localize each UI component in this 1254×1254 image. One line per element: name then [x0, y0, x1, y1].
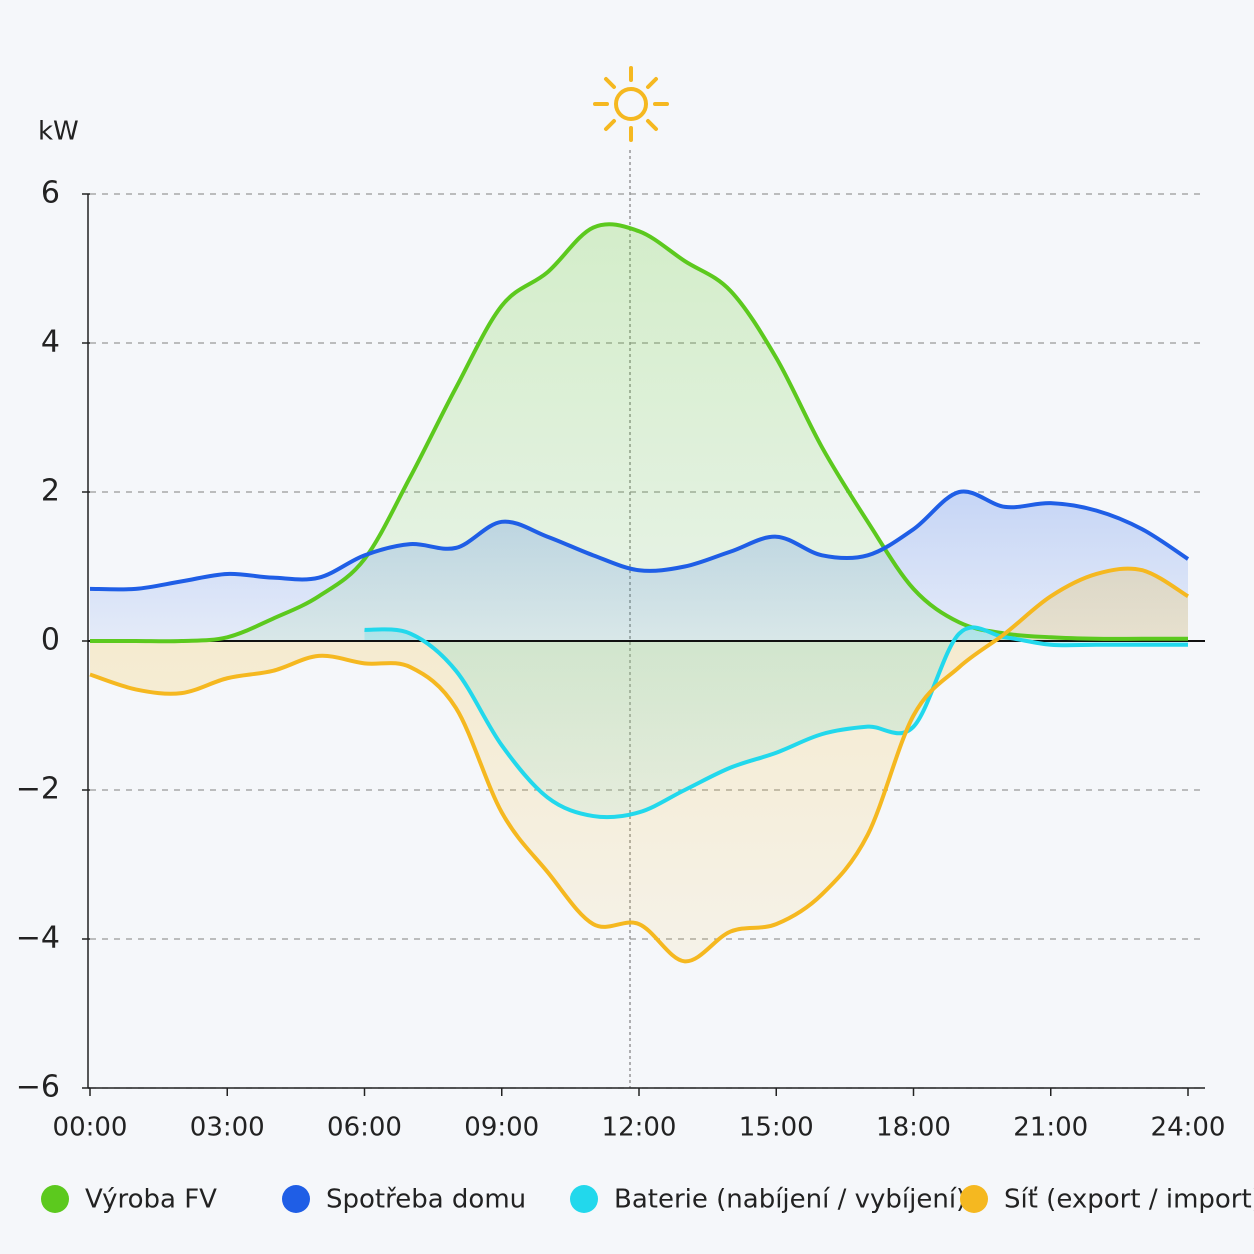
x-tick-label: 15:00: [739, 1113, 814, 1143]
x-tick-label: 12:00: [602, 1113, 677, 1143]
x-tick-label: 21:00: [1013, 1113, 1088, 1143]
area-fill: [90, 491, 1188, 641]
y-tick-label: 6: [41, 176, 60, 211]
x-tick-label: 09:00: [464, 1113, 539, 1143]
y-tick-label: 0: [41, 623, 60, 658]
x-tick-label: 03:00: [190, 1113, 265, 1143]
legend-label: Spotřeba domu: [326, 1185, 526, 1215]
y-tick-label: −6: [16, 1070, 60, 1105]
x-tick-label: 00:00: [53, 1113, 128, 1143]
x-tick-label: 24:00: [1151, 1113, 1226, 1143]
legend-label: Baterie (nabíjení / vybíjení): [614, 1185, 966, 1215]
series-line: [364, 625, 1188, 820]
x-tick-label: 06:00: [327, 1113, 402, 1143]
series-line: [89, 489, 1190, 592]
legend-marker: [41, 1185, 69, 1213]
area-fill: [90, 568, 1188, 962]
series-line: [90, 222, 1188, 644]
area-fill: [90, 224, 1188, 642]
y-unit: kW: [38, 117, 79, 147]
legend-marker: [570, 1185, 598, 1213]
legend-marker: [960, 1185, 988, 1213]
y-tick-label: −2: [16, 772, 60, 807]
sun-icon: [593, 66, 669, 142]
series-line: [89, 566, 1190, 964]
y-tick-label: 4: [41, 325, 60, 360]
legend-marker: [282, 1185, 310, 1213]
y-tick-label: −4: [16, 921, 60, 956]
x-tick-label: 18:00: [876, 1113, 951, 1143]
y-tick-label: 2: [41, 474, 60, 509]
legend-label: Síť (export / import): [1004, 1185, 1254, 1215]
legend-label: Výroba FV: [85, 1185, 217, 1215]
